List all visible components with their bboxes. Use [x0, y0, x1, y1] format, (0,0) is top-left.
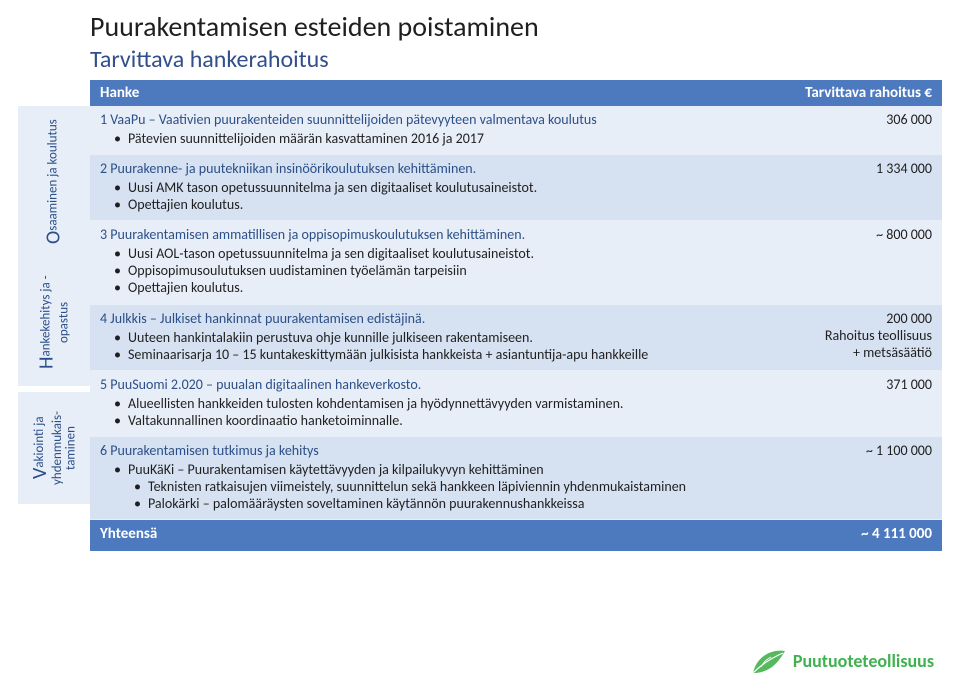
- page-subtitle: Tarvittava hankerahoitus: [90, 45, 942, 74]
- row-lead: 2 Puurakenne- ja puutekniikan insinöörik…: [100, 160, 762, 177]
- total-value: ~ 4 111 000: [772, 520, 942, 550]
- bullet: Uusi AMK tason opetussuunnitelma ja sen …: [100, 179, 762, 196]
- table-body: Osaaminen ja koulutus Hankekehitys ja - …: [18, 106, 942, 551]
- bullet: Alueellisten hankkeiden tulosten kohdent…: [100, 395, 762, 412]
- row-value: 1 334 000: [772, 155, 942, 220]
- bullet: Seminaarisarja 10 – 15 kuntakeskittymään…: [100, 346, 762, 363]
- row-value: 306 000: [772, 106, 942, 154]
- bullet: Oppisopimusoulutuksen uudistaminen työel…: [100, 262, 762, 279]
- sub-bullet: Teknisten ratkaisujen viimeistely, suunn…: [100, 478, 762, 495]
- leaf-icon: [749, 645, 787, 677]
- row-lead: 5 PuuSuomi 2.020 – puualan digitaalinen …: [100, 376, 762, 393]
- category-hankekehitys: Hankekehitys ja - opastus: [18, 258, 90, 392]
- bullet-list: PuuKäKi – Puurakentamisen käytettävyyden…: [100, 461, 762, 478]
- row-value: 200 000 Rahoitus teollisuus + metsäsääti…: [772, 305, 942, 370]
- row-content: 2 Puurakenne- ja puutekniikan insinöörik…: [90, 155, 772, 220]
- bullet-list: Uusi AOL-tason opetussuunnitelma ja sen …: [100, 245, 762, 296]
- title-block: Puurakentamisen esteiden poistaminen Tar…: [90, 12, 942, 74]
- sub-bullet-list: Teknisten ratkaisujen viimeistely, suunn…: [100, 478, 762, 512]
- row-content: 3 Puurakentamisen ammatillisen ja oppiso…: [90, 221, 772, 303]
- header-col-hanke: Hanke: [90, 80, 772, 106]
- row-content: 1 VaaPu – Vaativien puurakenteiden suunn…: [90, 106, 772, 154]
- table-rows: 1 VaaPu – Vaativien puurakenteiden suunn…: [90, 106, 942, 551]
- bullet: Uusi AOL-tason opetussuunnitelma ja sen …: [100, 245, 762, 262]
- table-row: 4 Julkkis – Julkiset hankinnat puurakent…: [90, 304, 942, 370]
- bullet: Opettajien koulutus.: [100, 196, 762, 213]
- slide-page: Puurakentamisen esteiden poistaminen Tar…: [0, 0, 960, 687]
- row-value: 371 000: [772, 371, 942, 436]
- brand-logo: Puutuoteteollisuus: [749, 645, 934, 677]
- bullet: Pätevien suunnittelijoiden määrän kasvat…: [100, 130, 762, 147]
- table-row: 1 VaaPu – Vaativien puurakenteiden suunn…: [90, 106, 942, 154]
- bullet-list: Alueellisten hankkeiden tulosten kohdent…: [100, 395, 762, 429]
- sub-bullet: Palokärki – palomääräysten soveltaminen …: [100, 495, 762, 512]
- row-lead: 6 Puurakentamisen tutkimus ja kehitys: [100, 442, 762, 459]
- table-row: 6 Puurakentamisen tutkimus ja kehitys Pu…: [90, 436, 942, 519]
- brand-name: Puutuoteteollisuus: [793, 650, 934, 672]
- row-lead: 3 Puurakentamisen ammatillisen ja oppiso…: [100, 226, 762, 243]
- row-content: 6 Puurakentamisen tutkimus ja kehitys Pu…: [90, 437, 772, 519]
- bullet-list: Pätevien suunnittelijoiden määrän kasvat…: [100, 130, 762, 147]
- header-col-rahoitus: Tarvittava rahoitus €: [772, 80, 942, 106]
- bullet-list: Uusi AMK tason opetussuunnitelma ja sen …: [100, 179, 762, 213]
- table-row: 3 Puurakentamisen ammatillisen ja oppiso…: [90, 220, 942, 303]
- category-label: Hankekehitys ja - opastus: [37, 275, 72, 369]
- total-label: Yhteensä: [90, 520, 772, 550]
- bullet-list: Uuteen hankintalakiin perustuva ohje kun…: [100, 329, 762, 363]
- table-row: 5 PuuSuomi 2.020 – puualan digitaalinen …: [90, 370, 942, 436]
- bullet: PuuKäKi – Puurakentamisen käytettävyyden…: [100, 461, 762, 478]
- bullet: Valtakunnallinen koordinaatio hanketoimi…: [100, 412, 762, 429]
- row-content: 4 Julkkis – Julkiset hankinnat puurakent…: [90, 305, 772, 370]
- row-lead: 4 Julkkis – Julkiset hankinnat puurakent…: [100, 310, 762, 327]
- category-sidebar: Osaaminen ja koulutus Hankekehitys ja - …: [18, 106, 90, 551]
- category-label: Vakiointi ja yhdenmukais- taminen: [30, 411, 78, 485]
- table-row: 2 Puurakenne- ja puutekniikan insinöörik…: [90, 154, 942, 220]
- row-lead: 1 VaaPu – Vaativien puurakenteiden suunn…: [100, 111, 762, 128]
- bullet: Uuteen hankintalakiin perustuva ohje kun…: [100, 329, 762, 346]
- row-value: ~ 1 100 000: [772, 437, 942, 519]
- row-content: 5 PuuSuomi 2.020 – puualan digitaalinen …: [90, 371, 772, 436]
- bullet: Opettajien koulutus.: [100, 279, 762, 296]
- page-title: Puurakentamisen esteiden poistaminen: [90, 12, 942, 43]
- row-value: ~ 800 000: [772, 221, 942, 303]
- category-vakiointi: Vakiointi ja yhdenmukais- taminen: [18, 392, 90, 510]
- category-osaaminen: Osaaminen ja koulutus: [18, 106, 90, 258]
- total-row: Yhteensä ~ 4 111 000: [90, 519, 942, 550]
- category-label: Osaaminen ja koulutus: [44, 119, 65, 244]
- table-header: Hanke Tarvittava rahoitus €: [90, 80, 942, 106]
